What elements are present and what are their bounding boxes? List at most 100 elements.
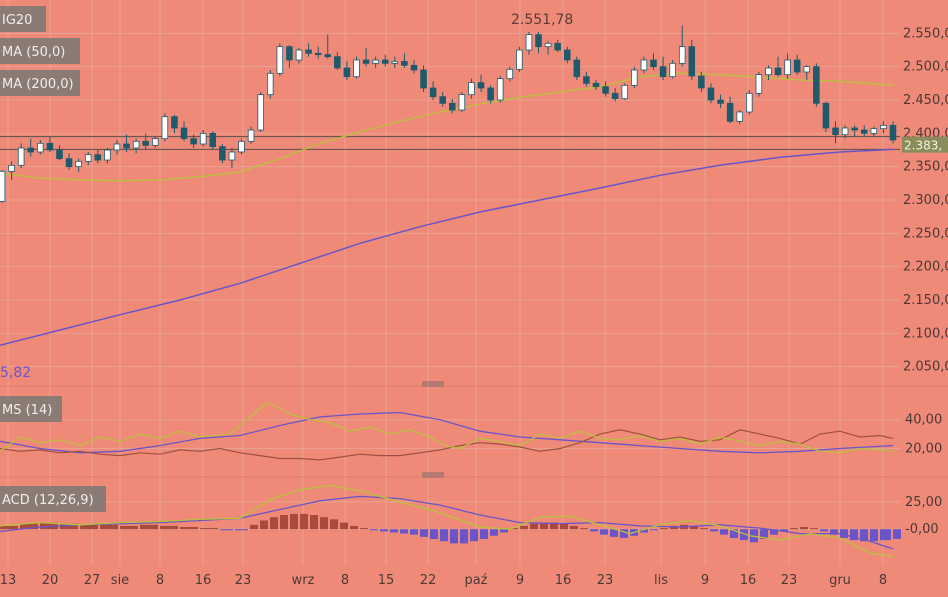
price-axis-tick-label: 2.500,00 — [903, 60, 948, 75]
candle — [420, 65, 427, 92]
candle — [803, 65, 811, 80]
candle-body — [468, 82, 475, 96]
candle-body — [477, 82, 485, 89]
macd-axis-tick-label: 25,00 — [905, 495, 942, 510]
candle — [305, 43, 312, 57]
candle — [621, 83, 629, 100]
date-axis-tick-label: 8 — [879, 573, 887, 588]
candle — [37, 140, 44, 155]
panel-resize-handle[interactable] — [422, 381, 444, 387]
candle — [535, 32, 542, 54]
price-axis-tick-label: 2.100,00 — [903, 326, 948, 341]
last-price-tag: 2.383, — [902, 136, 948, 153]
candle — [525, 32, 533, 55]
candle — [142, 133, 149, 150]
candle — [851, 125, 858, 137]
candle — [707, 83, 715, 104]
macd-histogram-bar — [550, 522, 558, 530]
macd-legend[interactable]: ACD (12,26,9) — [0, 486, 106, 512]
candle-body — [171, 116, 178, 129]
candle-body — [822, 102, 830, 129]
macd-histogram-bar — [350, 525, 358, 530]
candle — [793, 54, 801, 75]
candle-body — [496, 78, 504, 101]
sma50-legend[interactable]: MA (50,0) — [0, 38, 80, 64]
sma200-legend-box — [0, 70, 80, 96]
candle-body — [746, 92, 753, 113]
candle-body — [324, 54, 332, 58]
macd-histogram-bar — [370, 529, 378, 531]
date-axis-tick-label: 13 — [0, 573, 16, 588]
candle-body — [17, 147, 25, 166]
candle — [228, 148, 236, 168]
candle — [822, 101, 830, 132]
candle — [17, 143, 25, 168]
candle-body — [631, 69, 638, 86]
macd-histogram-bar — [600, 529, 608, 535]
candle — [266, 70, 274, 99]
macd-histogram-bar — [530, 523, 538, 530]
macd-histogram-bar — [480, 529, 488, 540]
sma50-legend-text: MA (50,0) — [2, 45, 65, 60]
macd-histogram-bar — [560, 523, 568, 530]
candle-body — [238, 140, 245, 153]
price-axis-tick-label: 2.450,00 — [903, 93, 948, 108]
macd-histogram-bar — [80, 524, 98, 530]
macd-histogram-bar — [310, 514, 318, 530]
dms-axis-tick-label: 40,00 — [905, 413, 942, 428]
sma200-legend[interactable]: MA (200,0) — [0, 70, 80, 96]
dms-legend[interactable]: MS (14) — [0, 396, 62, 422]
candle — [161, 113, 169, 142]
candle-body — [84, 154, 92, 162]
candle-body — [458, 94, 466, 111]
candle — [94, 150, 102, 164]
macd-histogram-bar — [400, 529, 408, 534]
macd-histogram-bar — [340, 522, 348, 530]
date-axis: 13 20 27 sie 8 16 23 wrz 8 15 22 paź 9 16 23 lis 9 16 23 gr… — [0, 573, 887, 588]
candle-body — [870, 128, 878, 134]
macd-histogram-bar — [730, 529, 738, 538]
candle-body — [410, 64, 418, 71]
candle — [334, 52, 341, 70]
candle-body — [860, 129, 868, 134]
date-axis-tick-label: 22 — [420, 573, 437, 588]
macd-histogram-bar — [870, 529, 878, 542]
candle — [362, 48, 370, 67]
candle-body — [353, 59, 360, 78]
macd-histogram-bar — [490, 529, 498, 536]
candle — [458, 92, 466, 112]
candle — [104, 148, 111, 164]
candle-body — [314, 52, 322, 56]
price-axis: 2.550,002.500,002.450,002.400,002.350,00… — [903, 26, 948, 537]
date-axis-tick-label: paź — [464, 573, 487, 588]
candle — [171, 114, 178, 134]
candle-body — [219, 146, 226, 161]
panel-resize-handle[interactable] — [422, 472, 444, 478]
candle — [755, 72, 763, 97]
high-price-annotation: 2.551,78 — [511, 12, 573, 28]
candle-body — [803, 66, 811, 73]
candle — [870, 126, 878, 137]
macd-histogram-bar — [60, 523, 78, 530]
date-axis-tick-label: 8 — [341, 573, 349, 588]
candle-body — [362, 59, 370, 64]
candle — [746, 90, 753, 115]
candle — [247, 126, 255, 144]
date-axis-tick-label: 16 — [740, 573, 757, 588]
candle-body — [257, 94, 264, 131]
candle — [152, 136, 159, 148]
candle — [132, 138, 140, 154]
macd-signal-line — [0, 495, 894, 550]
price-axis-tick-label: 2.200,00 — [903, 260, 948, 275]
candle — [698, 72, 705, 92]
candle — [439, 92, 446, 107]
price-axis-tick-label: 2.350,00 — [903, 160, 948, 175]
candle — [784, 53, 791, 79]
candle-body — [295, 49, 303, 61]
macd-histogram-bar — [220, 529, 233, 531]
candle — [65, 153, 73, 170]
instrument-label[interactable]: IG20 — [0, 6, 46, 32]
candle-body — [602, 86, 609, 94]
candle — [324, 34, 332, 59]
